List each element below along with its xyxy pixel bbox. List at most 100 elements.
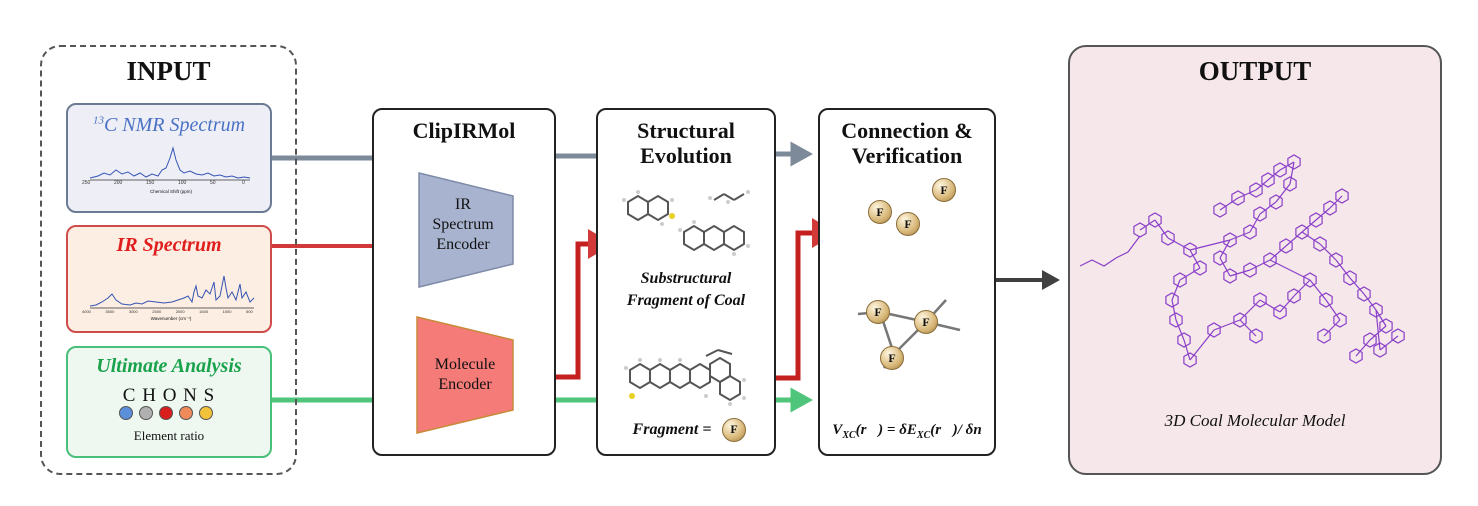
equation-xc-sub-1: XC [842, 430, 856, 441]
evolution-title-line-2: Evolution [640, 143, 732, 168]
molecule-ring [1148, 212, 1162, 228]
molecule-ring [1263, 252, 1277, 268]
molecule-ring [1329, 252, 1343, 268]
molecule-bond [1249, 259, 1271, 271]
molecule-bond [1269, 245, 1287, 261]
molecule-bond [1239, 319, 1257, 337]
molecule-bond [1375, 309, 1387, 327]
fragment-ball: F [880, 346, 904, 370]
molecule-bond [1279, 295, 1295, 313]
axis-tick-label: 4000 [82, 309, 91, 314]
fragment-ball: F [932, 178, 956, 202]
ir-axis-ticks: 4000 3500 3000 2500 2000 1500 1000 500 [82, 309, 256, 316]
molecule-bond [1229, 231, 1251, 241]
input-panel [40, 45, 297, 475]
molecule-bond [1219, 257, 1231, 277]
molecule-ring [1333, 312, 1347, 328]
fragment-ball: F [866, 300, 890, 324]
molecule-ring [1253, 206, 1267, 222]
molecule-ring [1379, 318, 1393, 334]
axis-tick-label: 3500 [105, 309, 115, 314]
molecule-bond [1154, 219, 1169, 239]
molecule-bond [1379, 335, 1399, 351]
molecule-ring [1261, 172, 1275, 188]
molecule-bond [1237, 189, 1257, 199]
molecule-ring [1249, 182, 1263, 198]
molecule-bond [1269, 259, 1311, 281]
axis-tick-label: 2500 [152, 309, 162, 314]
molecule-bond [1255, 179, 1269, 191]
fragment-molecule-image [624, 349, 746, 406]
element-ratio-caption: Element ratio [133, 428, 205, 443]
molecule-bond [1285, 231, 1303, 247]
ir-spectrum-plot [89, 275, 255, 309]
molecule-bond [1213, 319, 1241, 331]
molecule-bond [1279, 161, 1295, 171]
molecule-ring [1317, 328, 1331, 344]
molecule-ring [1369, 302, 1383, 318]
molecule-ring [1309, 212, 1323, 228]
molecule-ring [1287, 288, 1301, 304]
kohn-sham-equation: VXC(r⃗) = δEXC(r⃗)/ δn [818, 422, 996, 441]
axis-tick-label: 1000 [222, 309, 232, 314]
molecule-ring [1323, 200, 1337, 216]
molecule-ring [1169, 312, 1183, 328]
axis-tick-label: 50 [210, 180, 216, 186]
molecule-ring [1319, 292, 1333, 308]
molecule-ring [1223, 268, 1237, 284]
molecule-bond [1275, 183, 1291, 203]
substructure-caption-line-2: Fragment of Coal [626, 292, 746, 309]
axis-tick-label: 3000 [128, 309, 138, 314]
substructure-molecules-image [622, 190, 750, 256]
molecule-ring [1193, 260, 1207, 276]
equation-tail: (r⃗)/ δn [930, 422, 982, 438]
molecule-ring [1391, 328, 1405, 344]
output-panel [1068, 45, 1442, 475]
equation-v: V [832, 422, 843, 438]
ultimate-analysis-box [66, 346, 272, 458]
molecule-bond [1293, 279, 1311, 297]
nmr-axis-label: Chemical Shift (ppm) [149, 189, 192, 194]
substructure-caption-line-1: Substructural [640, 270, 732, 287]
molecule-bond [1179, 267, 1201, 281]
ir-encoder-line-1: IR [455, 196, 471, 213]
element-symbols: C H O N S [122, 385, 216, 406]
fragment-symbol-ball: F [722, 418, 746, 442]
output-caption: 3D Coal Molecular Model [1164, 411, 1346, 430]
molecule-ring [1279, 238, 1293, 254]
molecule-bond [1183, 339, 1191, 361]
molecule-bond [1219, 239, 1231, 259]
molecule-bond [1171, 299, 1177, 321]
nmr-label-text: C NMR Spectrum [103, 114, 246, 136]
molecule-encoder-shape [416, 316, 514, 434]
evolution-title-line-1: Structural [637, 118, 735, 143]
molecule-bond [1229, 269, 1251, 277]
molecule-bond [1301, 231, 1321, 245]
molecule-ring [1231, 190, 1245, 206]
molecule-side-chain [1080, 235, 1141, 267]
molecule-bond [1259, 201, 1277, 215]
equation-xc-sub-2: XC [916, 430, 931, 441]
nmr-spectrum-box [66, 103, 272, 213]
fragment-ball: F [914, 310, 938, 334]
molecule-ring [1213, 250, 1227, 266]
output-title: OUTPUT [1198, 56, 1312, 86]
axis-tick-label: 0 [242, 180, 245, 186]
molecule-ring [1295, 224, 1309, 240]
molecule-bond [1239, 299, 1261, 321]
molecule-bond [1315, 207, 1331, 221]
input-title: INPUT [126, 56, 211, 86]
molecule-ring [1373, 342, 1387, 358]
element-color-dot [179, 406, 193, 420]
equation-equals: = δE [883, 422, 917, 438]
molecule-ring [1363, 332, 1377, 348]
fragment-equation: Fragment = [632, 421, 712, 438]
equation-r-1: (r⃗) [855, 422, 884, 438]
connection-title-line-2: Verification [851, 143, 963, 168]
connection-verification-title: Connection & Verification [818, 118, 996, 168]
molecule-bond [1189, 329, 1215, 361]
fragment-network-bonds [857, 299, 961, 369]
connection-title-line-1: Connection & [841, 118, 973, 143]
axis-tick-label: 2000 [175, 309, 185, 314]
ir-axis-label: Wavenumber (cm⁻¹) [150, 316, 192, 321]
